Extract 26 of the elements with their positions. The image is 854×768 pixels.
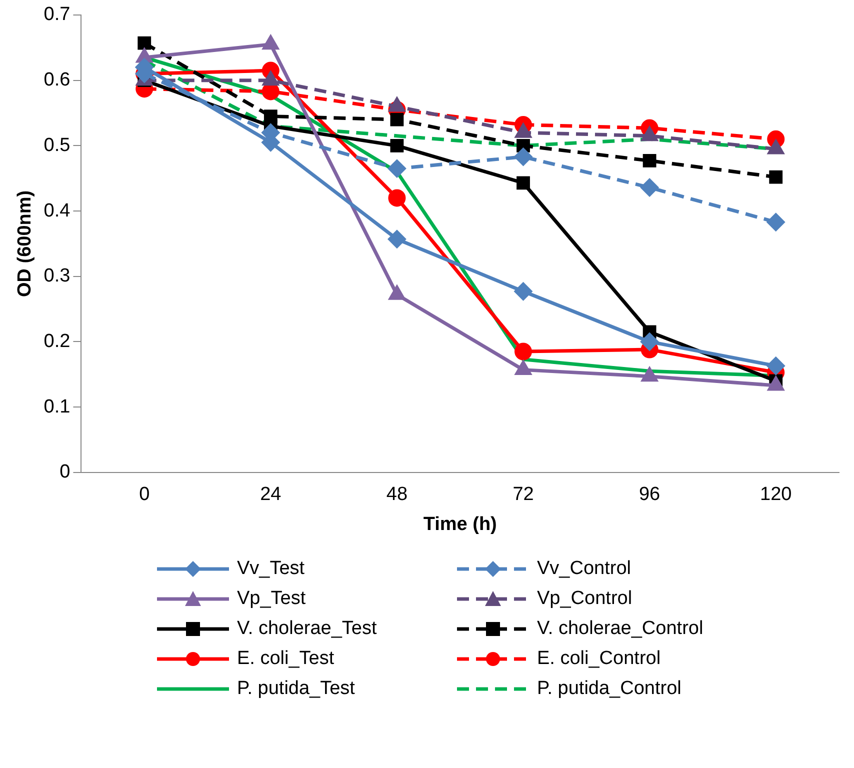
x-tick-label: 48 [386,484,408,506]
legend-label: V. cholerae_Control [537,618,704,640]
y-axis-title: OD (600nm) [14,190,36,298]
y-tick-label: 0.2 [44,330,70,352]
x-axis-title: Time (h) [423,514,497,535]
legend-label: P. putida_Control [537,678,682,700]
y-tick-label: 0 [60,462,70,483]
x-tick-label: 24 [260,484,282,506]
y-tick-label: 0.5 [44,134,70,156]
legend-label: Vv_Control [537,558,631,580]
x-tick-label: 96 [638,484,660,506]
y-tick-label: 0.3 [44,266,70,287]
x-tick-label: 72 [512,484,534,506]
legend-label: Vp_Control [537,588,632,610]
legend-label: V. cholerae_Test [237,618,377,640]
y-tick-label: 0.4 [44,200,71,222]
x-tick-label: 120 [760,484,792,506]
x-tick-label: 0 [139,484,150,506]
legend-label: Vp_Test [237,588,306,610]
y-tick-label: 0.7 [44,4,70,26]
legend-label: P. putida_Test [237,678,355,700]
legend-label: E. coli_Test [237,648,334,670]
y-tick-label: 0.6 [44,70,70,91]
legend-label: E. coli_Control [537,648,661,670]
legend-label: Vv_Test [237,558,305,580]
y-tick-label: 0.1 [44,396,70,418]
